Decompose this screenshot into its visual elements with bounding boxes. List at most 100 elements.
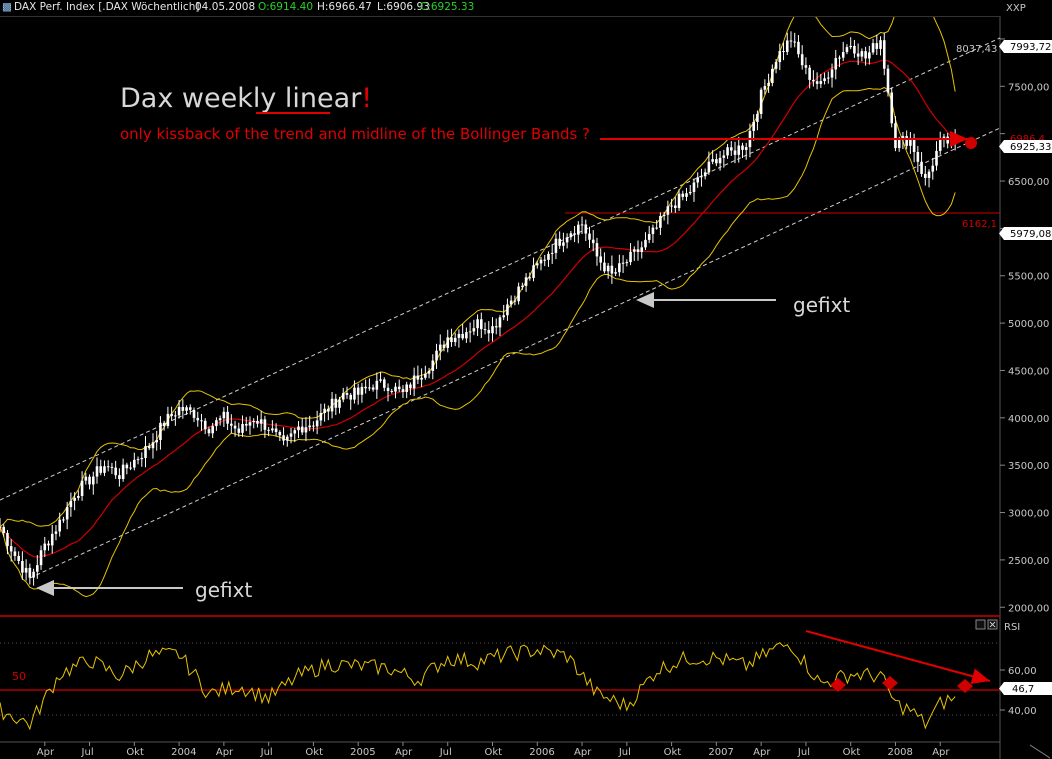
price-body bbox=[685, 193, 688, 197]
price-body bbox=[181, 406, 185, 411]
price-body bbox=[0, 526, 2, 528]
hidden-level-label: 6986,4 bbox=[1010, 134, 1045, 145]
price-body bbox=[438, 344, 442, 351]
bollinger-lower bbox=[0, 86, 956, 598]
price-body bbox=[677, 193, 681, 208]
price-body bbox=[905, 136, 908, 146]
price-body bbox=[674, 205, 677, 208]
price-body bbox=[155, 439, 159, 443]
price-body bbox=[409, 384, 412, 389]
price-body bbox=[521, 285, 524, 287]
price-body bbox=[453, 337, 457, 343]
price-body bbox=[375, 380, 379, 390]
price-body bbox=[517, 286, 520, 302]
price-body bbox=[282, 435, 285, 441]
price-body bbox=[841, 52, 845, 58]
price-body bbox=[659, 215, 662, 228]
price-body bbox=[666, 206, 670, 215]
price-body bbox=[942, 136, 946, 139]
price-body bbox=[170, 413, 173, 416]
price-tick-label: 2000,00 bbox=[1008, 603, 1049, 614]
price-body bbox=[830, 69, 834, 78]
price-body bbox=[819, 81, 823, 84]
time-tick-label: Apr bbox=[753, 747, 771, 758]
price-body bbox=[890, 92, 894, 124]
bollinger-midline bbox=[0, 59, 956, 558]
price-body bbox=[43, 543, 47, 551]
price-body bbox=[621, 262, 625, 264]
lower-price-value: 5979,08 bbox=[1010, 229, 1051, 240]
price-body bbox=[129, 467, 132, 469]
upper-price-value: 7993,72 bbox=[1010, 42, 1051, 53]
price-body bbox=[6, 533, 9, 547]
price-body bbox=[412, 375, 416, 389]
lower-price-tag: 5979,08 bbox=[999, 227, 1052, 240]
price-body bbox=[211, 426, 214, 434]
price-body bbox=[140, 457, 144, 460]
price-body bbox=[823, 78, 826, 82]
price-body bbox=[513, 300, 517, 302]
headline-plain: Dax weekly bbox=[120, 83, 276, 114]
rsi-touch-marker-2 bbox=[882, 676, 898, 690]
resize-grip-icon[interactable] bbox=[1029, 744, 1051, 759]
price-body bbox=[118, 475, 121, 480]
time-tick-label: 2004 bbox=[171, 747, 196, 758]
rsi-value-tag: 46,7 bbox=[999, 682, 1052, 695]
price-body bbox=[110, 466, 114, 468]
price-body bbox=[315, 420, 319, 427]
price-body bbox=[894, 123, 897, 149]
price-body bbox=[442, 344, 446, 348]
price-body bbox=[647, 234, 651, 240]
price-body bbox=[547, 253, 550, 260]
price-body bbox=[808, 67, 811, 80]
price-body bbox=[91, 476, 95, 485]
price-body bbox=[222, 411, 226, 419]
price-body bbox=[845, 47, 849, 53]
price-body bbox=[651, 227, 655, 235]
time-tick-label: Apr bbox=[932, 747, 950, 758]
price-body bbox=[812, 79, 815, 82]
price-body bbox=[99, 466, 103, 473]
hline-label: 6162,1 bbox=[962, 219, 997, 230]
price-body bbox=[151, 442, 155, 449]
gefixt-label-bottom: gefixt bbox=[195, 578, 252, 602]
upper-ref-label: 8037,43 bbox=[956, 44, 997, 55]
price-body bbox=[36, 565, 39, 572]
price-body bbox=[524, 277, 528, 286]
price-body bbox=[297, 426, 300, 431]
midline-line bbox=[0, 59, 956, 558]
price-body bbox=[304, 427, 308, 433]
price-body bbox=[136, 459, 140, 461]
price-body bbox=[931, 165, 935, 172]
price-body bbox=[174, 415, 177, 417]
rsi-mid-label: 50 bbox=[12, 670, 26, 683]
price-body bbox=[58, 519, 61, 532]
price-body bbox=[241, 423, 244, 433]
price-body bbox=[629, 251, 632, 263]
price-body bbox=[397, 386, 401, 390]
price-body bbox=[562, 242, 565, 246]
price-body bbox=[215, 420, 218, 427]
price-body bbox=[838, 57, 841, 59]
price-body bbox=[364, 386, 367, 389]
header-low: L:6906.93 bbox=[377, 1, 430, 13]
price-body bbox=[80, 480, 84, 497]
price-body bbox=[420, 377, 423, 380]
time-tick-label: Apr bbox=[216, 747, 234, 758]
price-body bbox=[688, 191, 692, 194]
price-body bbox=[494, 326, 498, 328]
price-body bbox=[771, 68, 774, 83]
price-body bbox=[13, 551, 17, 556]
price-body bbox=[800, 54, 804, 66]
price-body bbox=[565, 237, 569, 243]
price-body bbox=[741, 145, 744, 150]
price-body bbox=[543, 259, 547, 261]
price-body bbox=[856, 53, 860, 57]
price-body bbox=[319, 412, 323, 421]
price-body bbox=[450, 337, 453, 343]
price-body bbox=[386, 387, 390, 391]
price-body bbox=[920, 161, 923, 174]
rsi-tick-label: 40,00 bbox=[1008, 706, 1037, 717]
price-body bbox=[871, 43, 875, 53]
rsi-restore-icon[interactable] bbox=[975, 619, 986, 630]
